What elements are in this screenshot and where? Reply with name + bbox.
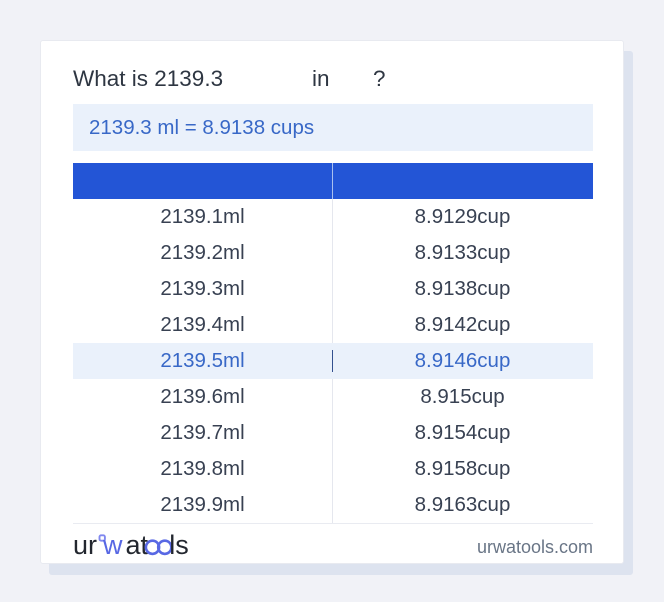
svg-text:w: w [102, 530, 123, 560]
svg-text:ls: ls [169, 530, 189, 560]
svg-text:ur: ur [73, 530, 97, 560]
